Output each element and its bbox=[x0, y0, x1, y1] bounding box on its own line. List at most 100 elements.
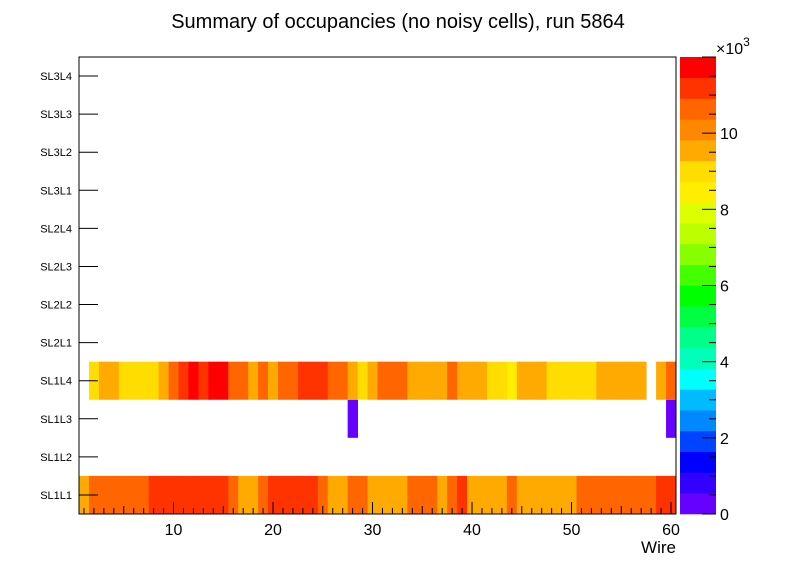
heatmap-cell bbox=[506, 361, 518, 400]
x-tick-label: 30 bbox=[364, 522, 382, 539]
heatmap-cell bbox=[148, 475, 159, 514]
z-tick-label: 10 bbox=[720, 126, 738, 143]
heatmap-cell bbox=[536, 361, 548, 400]
heatmap-cell bbox=[377, 475, 388, 514]
heatmap-cell bbox=[407, 475, 418, 514]
color-scale-segment bbox=[680, 472, 716, 494]
heatmap-cell bbox=[636, 475, 647, 514]
heatmap-cell bbox=[427, 361, 438, 400]
heatmap-cell bbox=[278, 361, 289, 400]
heatmap-cell bbox=[397, 361, 408, 400]
heatmap-cell bbox=[268, 475, 279, 514]
heatmap-cell bbox=[367, 361, 378, 400]
heatmap-cell bbox=[148, 361, 159, 400]
x-tick-label: 40 bbox=[463, 522, 481, 539]
heatmap-cell bbox=[238, 361, 249, 400]
heatmap-cell bbox=[357, 361, 368, 400]
color-scale-segment bbox=[680, 98, 716, 120]
color-scale-exponent: ×103 bbox=[716, 35, 750, 58]
heatmap-cell bbox=[387, 475, 398, 514]
heatmap-cell bbox=[357, 475, 368, 514]
heatmap-cell bbox=[158, 475, 169, 514]
heatmap-cell bbox=[297, 475, 309, 514]
heatmap-cell bbox=[477, 475, 488, 514]
y-tick-label: SL1L1 bbox=[40, 490, 72, 502]
heatmap-cell bbox=[486, 361, 498, 400]
heatmap-cell bbox=[427, 475, 438, 514]
y-tick-label: SL2L1 bbox=[40, 338, 72, 350]
heatmap-cell bbox=[118, 475, 130, 514]
x-axis: 10 20 30 40 50 60 bbox=[83, 502, 680, 539]
heatmap-cell bbox=[128, 475, 140, 514]
heatmap-cell bbox=[347, 399, 358, 438]
heatmap-cell bbox=[666, 399, 677, 438]
heatmap-cell bbox=[287, 475, 299, 514]
z-tick-label: 6 bbox=[720, 279, 729, 296]
y-tick-label: SL1L2 bbox=[40, 452, 72, 464]
heatmap-cell bbox=[238, 475, 249, 514]
heatmap-cell bbox=[178, 475, 189, 514]
heatmap-cell bbox=[616, 475, 627, 514]
x-axis-label: Wire bbox=[641, 538, 676, 557]
heatmap-cell bbox=[98, 475, 110, 514]
heatmap-cell bbox=[297, 361, 309, 400]
x-tick-label: 10 bbox=[165, 522, 183, 539]
heatmap-cell bbox=[347, 475, 358, 514]
heatmap-cell bbox=[496, 475, 508, 514]
heatmap-cells bbox=[79, 361, 677, 514]
heatmap-cell bbox=[278, 475, 289, 514]
heatmap-cell bbox=[417, 475, 428, 514]
heatmap-cell bbox=[526, 475, 538, 514]
color-scale-segment bbox=[680, 223, 716, 245]
y-axis: SL1L1 SL1L2 SL1L3 SL1L4 SL2L1 SL2L2 SL2L3 SL2L4… bbox=[40, 71, 98, 502]
heatmap-cell bbox=[327, 475, 339, 514]
heatmap-cell bbox=[566, 475, 577, 514]
heatmap-cell bbox=[626, 475, 637, 514]
heatmap-cell bbox=[317, 361, 329, 400]
heatmap-cell bbox=[108, 475, 120, 514]
z-tick-label: 8 bbox=[720, 202, 729, 219]
color-scale-segment bbox=[680, 181, 716, 203]
heatmap-cell bbox=[467, 475, 478, 514]
heatmap-cell bbox=[656, 475, 667, 514]
heatmap-cell bbox=[128, 361, 140, 400]
heatmap-cell bbox=[486, 475, 498, 514]
heatmap-cell bbox=[556, 475, 567, 514]
color-scale-segment bbox=[680, 389, 716, 411]
color-scale-exponent-base: ×10 bbox=[716, 41, 743, 58]
heatmap-cell bbox=[98, 361, 110, 400]
heatmap-cell bbox=[138, 475, 150, 514]
heatmap-cell bbox=[218, 361, 229, 400]
color-scale-segment bbox=[680, 410, 716, 432]
color-scale-segment bbox=[680, 140, 716, 162]
color-scale-segment bbox=[680, 368, 716, 390]
heatmap-cell bbox=[407, 361, 418, 400]
heatmap-cell bbox=[596, 475, 607, 514]
heatmap-cell bbox=[198, 361, 209, 400]
chart-title: Summary of occupancies (no noisy cells),… bbox=[171, 11, 625, 33]
heatmap-cell bbox=[228, 361, 239, 400]
z-tick-label: 4 bbox=[720, 355, 729, 372]
heatmap-cell bbox=[586, 475, 597, 514]
heatmap-cell bbox=[516, 475, 528, 514]
z-tick-label: 0 bbox=[720, 507, 729, 524]
color-scale-axis: 0 2 4 6 8 10 bbox=[702, 56, 738, 524]
color-scale-segment bbox=[680, 327, 716, 349]
y-tick-label: SL1L3 bbox=[40, 414, 72, 426]
x-tick-label: 20 bbox=[264, 522, 282, 539]
heatmap-cell bbox=[208, 361, 219, 400]
heatmap-cell bbox=[168, 475, 179, 514]
heatmap-cell bbox=[397, 475, 408, 514]
heatmap-cell bbox=[158, 361, 169, 400]
heatmap-cell bbox=[138, 361, 150, 400]
heatmap-cell bbox=[516, 361, 528, 400]
color-scale-segment bbox=[680, 285, 716, 307]
heatmap-cell bbox=[457, 361, 468, 400]
z-tick-label: 2 bbox=[720, 431, 729, 448]
heatmap-cell bbox=[347, 361, 358, 400]
y-tick-label: SL3L1 bbox=[40, 185, 72, 197]
heatmap-cell bbox=[666, 475, 677, 514]
color-scale-segment bbox=[680, 160, 716, 182]
heatmap-cell bbox=[526, 361, 538, 400]
